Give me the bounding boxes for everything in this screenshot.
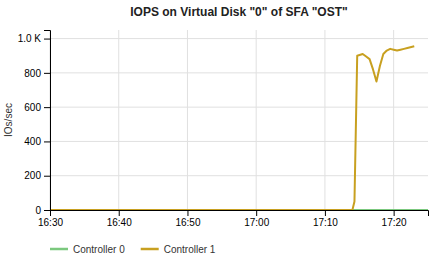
grid-line-y xyxy=(50,38,428,39)
tick: 600 xyxy=(24,102,50,113)
grid-line-x xyxy=(187,30,188,210)
grid-line-y xyxy=(50,175,428,176)
x-axis: 16:30 16:40 16:50 17:00 17:10 17:20 xyxy=(38,210,429,228)
y-axis: 0 200 400 600 800 1.0 K xyxy=(18,31,51,216)
tick-mark xyxy=(44,73,50,74)
grid-line-y xyxy=(50,141,428,142)
legend-item: Controller 0 xyxy=(50,244,125,255)
tick-mark xyxy=(394,210,395,216)
tick: 17:20 xyxy=(382,210,407,228)
grid-line-x xyxy=(256,30,257,210)
legend-label: Controller 0 xyxy=(73,244,125,255)
tick-label: 0 xyxy=(35,205,41,216)
tick-mark xyxy=(187,210,188,216)
legend-swatch xyxy=(141,248,159,251)
tick-label: 17:00 xyxy=(244,217,269,228)
grid-line-x xyxy=(118,30,119,210)
tick: 16:40 xyxy=(107,210,132,228)
tick-mark xyxy=(44,107,50,108)
grid-line-y xyxy=(50,107,428,108)
tick-mark xyxy=(325,210,326,216)
tick: 16:50 xyxy=(175,210,200,228)
tick-mark xyxy=(256,210,257,216)
tick: 800 xyxy=(24,68,50,79)
legend-swatch xyxy=(50,248,68,251)
tick-mark xyxy=(44,141,50,142)
axis-line xyxy=(51,211,429,217)
tick-label: 16:30 xyxy=(38,217,63,228)
grid-line-y xyxy=(50,72,428,73)
tick-mark xyxy=(44,210,50,211)
grid-line-x xyxy=(393,30,394,210)
tick-mark xyxy=(44,176,50,177)
tick: 17:00 xyxy=(244,210,269,228)
tick: 400 xyxy=(24,136,50,147)
grid-line-x xyxy=(324,30,325,210)
legend: Controller 0 Controller 1 xyxy=(50,244,216,255)
axis-line xyxy=(44,31,51,211)
tick-label: 16:40 xyxy=(107,217,132,228)
tick-label: 17:20 xyxy=(382,217,407,228)
plot-area: 16:30 16:40 16:50 17:00 17:10 17:20 0 200 400 600… xyxy=(18,30,429,228)
series-group xyxy=(50,46,428,210)
legend-item: Controller 1 xyxy=(141,244,216,255)
grid xyxy=(50,30,428,210)
tick-mark xyxy=(119,210,120,216)
chart: 16:30 16:40 16:50 17:00 17:10 17:20 0 200 400 600… xyxy=(0,0,444,258)
tick-label: 1.0 K xyxy=(18,33,42,44)
tick-label: 17:10 xyxy=(313,217,338,228)
tick: 17:10 xyxy=(313,210,338,228)
tick-label: 200 xyxy=(24,170,41,181)
tick-mark xyxy=(44,39,50,40)
tick-label: 800 xyxy=(24,68,41,79)
series-line xyxy=(50,46,414,210)
title: IOPS on Virtual Disk "0" of SFA "OST" xyxy=(130,5,347,19)
tick: 200 xyxy=(24,170,50,181)
y-axis-title: IOs/sec xyxy=(3,103,14,137)
tick: 1.0 K xyxy=(18,33,50,44)
tick-label: 600 xyxy=(24,102,41,113)
tick: 16:30 xyxy=(38,210,63,228)
tick: 0 xyxy=(35,205,50,216)
legend-label: Controller 1 xyxy=(164,244,216,255)
tick-label: 400 xyxy=(24,136,41,147)
tick-label: 16:50 xyxy=(175,217,200,228)
